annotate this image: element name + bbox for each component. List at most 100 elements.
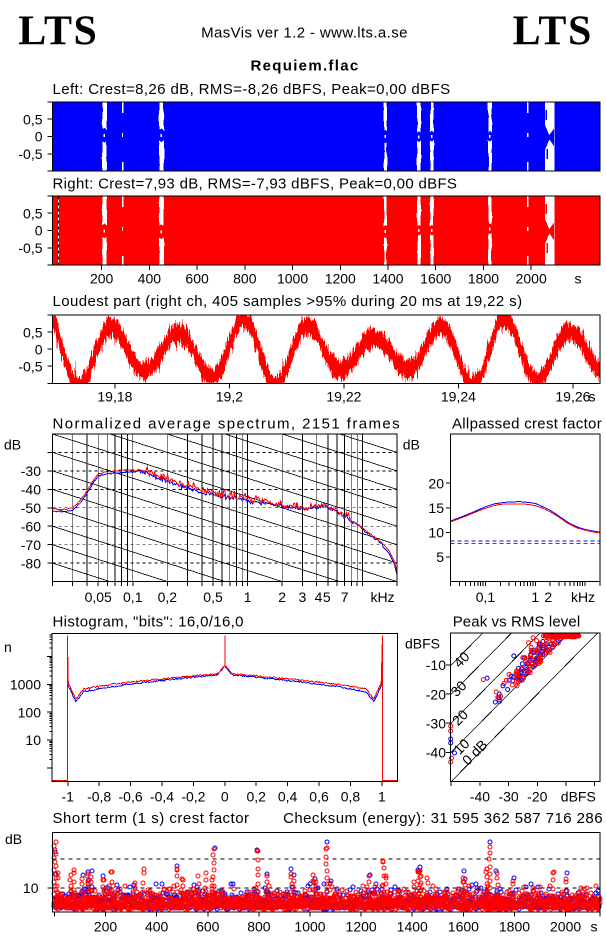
svg-text:-50: -50 xyxy=(21,500,41,516)
svg-text:5: 5 xyxy=(323,589,331,605)
svg-text:1000: 1000 xyxy=(277,271,308,287)
svg-text:1800: 1800 xyxy=(468,271,499,287)
svg-text:n: n xyxy=(4,639,12,655)
svg-text:dB: dB xyxy=(403,437,420,453)
svg-text:-0,8: -0,8 xyxy=(87,789,111,805)
svg-text:100: 100 xyxy=(18,704,42,720)
svg-text:0,5: 0,5 xyxy=(23,111,43,127)
svg-text:2: 2 xyxy=(544,589,552,605)
svg-text:-40: -40 xyxy=(470,789,490,805)
svg-text:-0,4: -0,4 xyxy=(150,789,174,805)
svg-text:1: 1 xyxy=(531,589,539,605)
svg-text:dBFS: dBFS xyxy=(405,636,440,652)
svg-text:0,5: 0,5 xyxy=(23,205,43,221)
svg-text:600: 600 xyxy=(196,919,220,935)
svg-text:1: 1 xyxy=(378,789,386,805)
svg-text:-20: -20 xyxy=(527,789,547,805)
svg-text:1000: 1000 xyxy=(10,677,41,693)
svg-text:0,5: 0,5 xyxy=(23,324,43,340)
svg-text:0,1: 0,1 xyxy=(123,589,143,605)
svg-text:600: 600 xyxy=(185,271,209,287)
svg-text:Normalized average spectrum, 2: Normalized average spectrum, 2151 frames xyxy=(53,416,402,433)
svg-text:800: 800 xyxy=(247,919,271,935)
svg-text:-30: -30 xyxy=(498,789,518,805)
svg-text:Left: Crest=8,26 dB, RMS=-8,26: Left: Crest=8,26 dB, RMS=-8,26 dBFS, Pea… xyxy=(53,81,451,98)
svg-text:10: 10 xyxy=(23,880,39,896)
svg-text:-40: -40 xyxy=(426,745,446,761)
svg-text:s: s xyxy=(589,389,596,405)
svg-text:0,6: 0,6 xyxy=(309,789,329,805)
svg-text:4: 4 xyxy=(315,589,323,605)
svg-text:200: 200 xyxy=(94,919,118,935)
svg-text:-10: -10 xyxy=(426,657,446,673)
svg-text:2000: 2000 xyxy=(550,919,581,935)
svg-text:0: 0 xyxy=(221,789,229,805)
svg-text:0,8: 0,8 xyxy=(341,789,361,805)
svg-text:400: 400 xyxy=(145,919,169,935)
svg-text:-0,5: -0,5 xyxy=(18,358,42,374)
svg-text:1400: 1400 xyxy=(397,919,428,935)
svg-text:7: 7 xyxy=(341,589,349,605)
svg-text:LTS: LTS xyxy=(18,8,98,54)
svg-text:10: 10 xyxy=(25,732,41,748)
svg-text:dB: dB xyxy=(5,831,22,847)
svg-text:19,22: 19,22 xyxy=(326,389,361,405)
svg-text:kHz: kHz xyxy=(571,589,595,605)
svg-text:400: 400 xyxy=(138,271,162,287)
svg-text:15: 15 xyxy=(428,500,444,516)
svg-text:s: s xyxy=(591,919,598,935)
svg-text:0,5: 0,5 xyxy=(203,589,223,605)
svg-text:-80: -80 xyxy=(21,555,41,571)
svg-text:1600: 1600 xyxy=(420,271,451,287)
svg-text:0,1: 0,1 xyxy=(476,589,496,605)
svg-text:-0,5: -0,5 xyxy=(18,146,42,162)
svg-text:Short term (1 s) crest factor: Short term (1 s) crest factor xyxy=(53,810,250,827)
svg-text:-20: -20 xyxy=(426,686,446,702)
svg-text:-0,5: -0,5 xyxy=(18,240,42,256)
svg-text:MasVis ver 1.2 - www.lts.a.se: MasVis ver 1.2 - www.lts.a.se xyxy=(201,25,408,42)
svg-text:-0,6: -0,6 xyxy=(119,789,143,805)
svg-text:-30: -30 xyxy=(426,715,446,731)
svg-text:-40: -40 xyxy=(21,482,41,498)
svg-text:19,2: 19,2 xyxy=(216,389,243,405)
svg-text:dBFS: dBFS xyxy=(561,789,596,805)
svg-text:-0,2: -0,2 xyxy=(181,789,205,805)
svg-text:kHz: kHz xyxy=(370,589,394,605)
svg-text:Loudest part (right ch, 405 sa: Loudest part (right ch, 405 samples >95%… xyxy=(53,293,523,310)
svg-text:Allpassed crest factor: Allpassed crest factor xyxy=(452,416,602,433)
svg-text:-60: -60 xyxy=(21,518,41,534)
svg-text:LTS: LTS xyxy=(513,8,593,54)
svg-text:5: 5 xyxy=(436,549,444,565)
svg-text:1800: 1800 xyxy=(499,919,530,935)
svg-text:0,2: 0,2 xyxy=(246,789,266,805)
svg-text:0: 0 xyxy=(35,341,43,357)
svg-text:19,26: 19,26 xyxy=(555,389,590,405)
svg-text:1400: 1400 xyxy=(372,271,403,287)
svg-text:dB: dB xyxy=(4,437,21,453)
svg-text:1: 1 xyxy=(244,589,252,605)
svg-text:800: 800 xyxy=(233,271,257,287)
svg-text:2: 2 xyxy=(278,589,286,605)
svg-text:-30: -30 xyxy=(21,463,41,479)
svg-text:Histogram, "bits": 16,0/16,0: Histogram, "bits": 16,0/16,0 xyxy=(53,614,244,631)
svg-text:0,4: 0,4 xyxy=(278,789,298,805)
svg-text:0: 0 xyxy=(35,129,43,145)
svg-text:19,24: 19,24 xyxy=(441,389,476,405)
svg-text:-1: -1 xyxy=(62,789,75,805)
svg-text:20: 20 xyxy=(428,475,444,491)
svg-text:0: 0 xyxy=(35,223,43,239)
svg-text:1000: 1000 xyxy=(294,919,325,935)
svg-text:1600: 1600 xyxy=(448,919,479,935)
svg-text:1200: 1200 xyxy=(346,919,377,935)
svg-text:10: 10 xyxy=(428,525,444,541)
svg-text:0,05: 0,05 xyxy=(85,589,112,605)
svg-text:s: s xyxy=(575,271,582,287)
svg-text:2000: 2000 xyxy=(516,271,547,287)
svg-text:-70: -70 xyxy=(21,537,41,553)
svg-text:3: 3 xyxy=(298,589,306,605)
svg-text:Right: Crest=7,93 dB, RMS=-7,9: Right: Crest=7,93 dB, RMS=-7,93 dBFS, Pe… xyxy=(53,176,458,193)
svg-text:19,18: 19,18 xyxy=(97,389,132,405)
svg-text:Peak vs RMS level: Peak vs RMS level xyxy=(453,614,581,631)
svg-text:Checksum (energy): 31 595 362: Checksum (energy): 31 595 362 587 716 28… xyxy=(283,810,603,827)
svg-text:0,2: 0,2 xyxy=(158,589,178,605)
